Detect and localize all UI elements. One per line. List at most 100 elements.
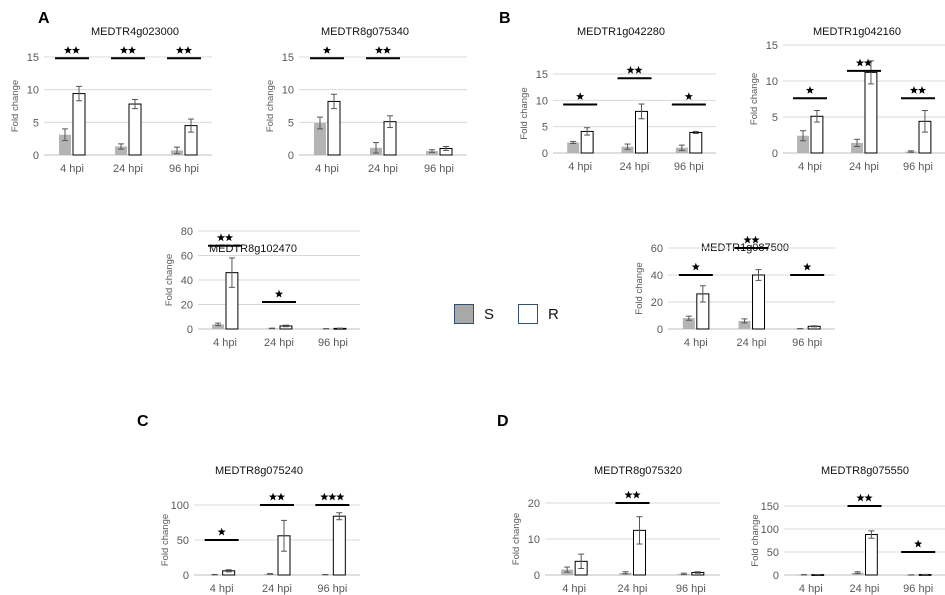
legend-label-r: R — [548, 305, 559, 323]
significance-star — [374, 46, 384, 54]
chart-d1: MEDTR8g075320 Fold change 0 10 20 4 hpi 24 hpi… — [511, 465, 720, 595]
chart-b2: MEDTR1g042160 Fold change 0 5 10 15 4 hpi 24 hp… — [749, 26, 945, 173]
x-tick-label: 96 hpi — [903, 583, 933, 595]
y-tick-label: 0 — [772, 148, 778, 160]
chart-title: MEDTR1g042280 — [577, 26, 665, 38]
x-tick-label: 24 hpi — [113, 163, 143, 175]
chart-title: MEDTR4g023000 — [91, 26, 179, 38]
y-tick-label: 100 — [171, 500, 189, 512]
significance-star — [917, 85, 927, 94]
chart-title: MEDTR8g075340 — [321, 26, 409, 38]
x-tick-label: 4 hpi — [210, 583, 234, 595]
x-tick-label: 24 hpi — [849, 161, 879, 173]
y-tick-label: 50 — [767, 547, 779, 559]
chart-title: MEDTR8g075320 — [594, 465, 682, 477]
significance-star — [328, 492, 337, 501]
chart-title: MEDTR1g042160 — [813, 26, 901, 38]
significance-star — [63, 46, 73, 54]
x-tick-label: 4 hpi — [799, 583, 823, 595]
y-tick-label: 40 — [181, 275, 193, 287]
significance-star — [909, 85, 919, 94]
x-tick-label: 4 hpi — [684, 337, 708, 349]
bar-r — [327, 100, 341, 156]
y-tick-label: 10 — [528, 534, 540, 546]
y-tick-label: 5 — [772, 112, 778, 124]
bar-s — [314, 122, 326, 155]
bar-s — [426, 151, 438, 155]
y-tick-label: 5 — [288, 117, 294, 129]
x-tick-label: 24 hpi — [262, 583, 292, 595]
chart-b1: MEDTR1g042280 Fold change 0 5 10 15 4 hpi 24 hp… — [519, 26, 716, 173]
y-tick-label: 0 — [183, 570, 189, 582]
bar-s — [738, 320, 751, 329]
bar-r — [128, 103, 142, 156]
y-tick-label: 15 — [766, 40, 778, 52]
y-tick-label: 150 — [761, 501, 779, 513]
y-tick-label: 100 — [761, 524, 779, 536]
y-tick-label: 10 — [766, 76, 778, 88]
significance-star — [855, 58, 865, 67]
bar-s — [797, 135, 809, 153]
bar-s — [851, 142, 863, 153]
chart-title: MEDTR8g075240 — [215, 465, 303, 477]
panel-letter-c: C — [137, 413, 149, 430]
y-tick-label: 60 — [651, 243, 663, 255]
bar-s — [59, 134, 71, 155]
bar-s — [567, 142, 580, 153]
significance-star — [224, 233, 234, 242]
chart-a1: MEDTR4g023000 Fold change 0 5 10 15 4 hpi 24 hp… — [10, 26, 212, 175]
y-axis-label: Fold change — [265, 80, 276, 132]
y-tick-label: 60 — [181, 251, 193, 263]
legend-label-s: S — [484, 305, 495, 323]
bar-r — [72, 93, 86, 156]
y-axis-label: Fold change — [749, 73, 760, 125]
panel-letter-b: B — [499, 10, 511, 27]
significance-star — [805, 85, 815, 94]
x-tick-label: 96 hpi — [792, 337, 822, 349]
y-tick-label: 0 — [534, 570, 540, 582]
bar-s — [115, 146, 127, 155]
significance-star — [914, 539, 923, 548]
y-tick-label: 0 — [288, 150, 294, 162]
x-tick-label: 24 hpi — [850, 583, 880, 595]
significance-star — [684, 92, 693, 101]
significance-star — [624, 490, 633, 499]
significance-star — [274, 289, 284, 298]
significance-star — [751, 235, 760, 244]
significance-star — [743, 235, 752, 244]
y-tick-label: 80 — [181, 226, 193, 238]
x-tick-label: 4 hpi — [568, 161, 592, 173]
y-axis-label: Fold change — [511, 513, 522, 565]
x-tick-label: 4 hpi — [562, 583, 586, 595]
significance-star — [382, 46, 392, 54]
y-tick-label: 40 — [651, 270, 663, 282]
significance-star — [320, 492, 329, 501]
y-axis-label: Fold change — [750, 514, 761, 566]
x-tick-label: 96 hpi — [318, 337, 348, 349]
significance-star — [217, 527, 226, 536]
bar-r — [689, 131, 703, 154]
x-tick-label: 4 hpi — [798, 161, 822, 173]
y-axis-label: Fold change — [160, 514, 171, 566]
x-tick-label: 96 hpi — [676, 583, 706, 595]
x-tick-label: 4 hpi — [315, 163, 339, 175]
significance-star — [634, 65, 643, 74]
significance-star — [175, 46, 185, 54]
legend: S R — [454, 304, 559, 324]
y-tick-label: 20 — [651, 297, 663, 309]
significance-star — [863, 58, 873, 67]
x-tick-label: 24 hpi — [368, 163, 398, 175]
y-tick-label: 10 — [536, 95, 548, 107]
chart-a2: MEDTR8g075340 Fold change 0 5 10 15 4 hpi 24 hp… — [265, 26, 467, 175]
y-tick-label: 0 — [187, 324, 193, 336]
significance-star — [127, 46, 137, 54]
significance-star — [336, 492, 345, 501]
significance-star — [276, 492, 286, 501]
x-tick-label: 4 hpi — [60, 163, 84, 175]
significance-star — [322, 46, 332, 54]
chart-title: MEDTR8g075550 — [821, 465, 909, 477]
y-axis-label: Fold change — [519, 87, 530, 139]
